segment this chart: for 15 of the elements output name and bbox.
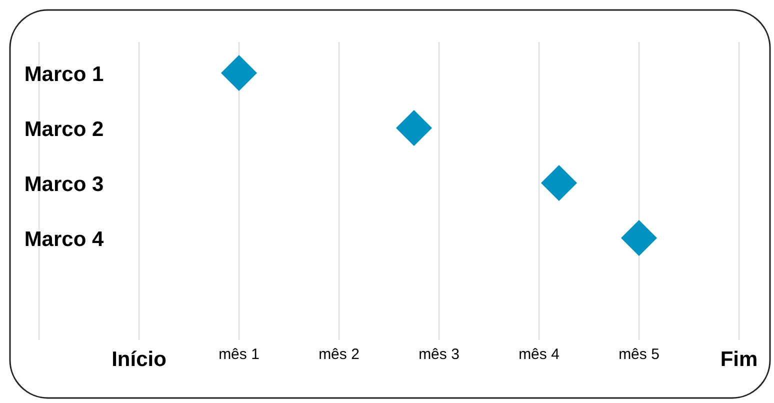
- y-tick-label: Marco 4: [24, 228, 104, 251]
- y-tick-label: Marco 3: [24, 173, 104, 196]
- ref-line-label: Início: [112, 348, 166, 371]
- ref-line-label: Fim: [720, 348, 758, 371]
- ref-line-label: mês 4: [518, 346, 560, 363]
- point: [540, 164, 578, 202]
- y-tick-label: Marco 2: [24, 118, 104, 141]
- ref-line-label: mês 2: [318, 346, 360, 363]
- point: [220, 54, 258, 92]
- ref-line-label: mês 1: [218, 346, 260, 363]
- ref-line-label: mês 5: [618, 346, 660, 363]
- point: [620, 220, 658, 256]
- point: [396, 110, 432, 146]
- y-tick-label: Marco 1: [24, 63, 104, 86]
- ref-line-label: mês 3: [418, 346, 460, 363]
